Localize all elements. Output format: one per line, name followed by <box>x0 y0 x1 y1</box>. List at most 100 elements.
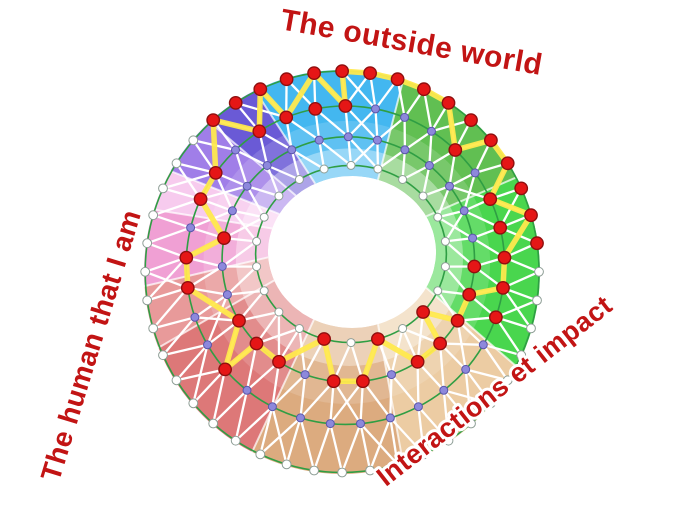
highlight-node <box>416 305 430 319</box>
mesh-node <box>314 135 324 145</box>
mesh-node <box>158 183 168 194</box>
highlight-node <box>338 99 353 113</box>
wheel-root <box>140 64 544 478</box>
highlight-node <box>279 72 294 87</box>
mesh-node <box>398 175 408 184</box>
sector-tan-dark <box>252 319 404 474</box>
inner-shading <box>203 120 491 404</box>
mesh-node <box>325 419 335 429</box>
mesh-node <box>190 312 200 322</box>
mesh-node <box>534 266 544 277</box>
mesh-node <box>478 340 488 350</box>
mesh-node <box>346 338 356 348</box>
mesh-node <box>526 323 536 334</box>
highlight-node <box>335 64 349 79</box>
highlight-node <box>252 124 267 139</box>
mesh-node <box>424 161 434 170</box>
mesh-node <box>252 236 262 246</box>
mesh-node <box>259 286 269 296</box>
mesh-node <box>337 467 348 478</box>
mesh-node <box>466 418 476 429</box>
highlight-node <box>179 250 194 265</box>
mesh-node <box>346 160 356 170</box>
mesh-node <box>142 295 153 306</box>
mesh-node <box>227 206 237 216</box>
mesh-node <box>294 175 304 184</box>
mesh-node <box>281 459 292 470</box>
mesh-node <box>309 465 320 476</box>
highlight-node <box>493 220 508 235</box>
highlight-node <box>249 336 264 351</box>
mesh-node <box>440 262 450 272</box>
mesh-node <box>158 350 168 361</box>
mesh-node <box>203 340 212 350</box>
mesh-node <box>222 290 232 300</box>
highlight-node <box>370 332 385 346</box>
highlight-node <box>193 192 208 207</box>
highlight-node <box>448 143 463 157</box>
mesh-node <box>267 402 277 412</box>
highlight-node <box>514 181 529 196</box>
mesh-node <box>419 449 429 460</box>
mesh-node <box>459 206 469 216</box>
mesh-node <box>427 126 436 136</box>
mesh-node <box>171 375 182 386</box>
mesh-node <box>343 132 353 142</box>
mesh-node <box>445 181 454 191</box>
highlight-node <box>483 133 498 148</box>
mesh-node <box>231 145 240 155</box>
mesh-node <box>461 364 471 374</box>
mesh-node <box>208 418 219 429</box>
mesh-node <box>188 398 199 409</box>
mesh-node <box>443 435 454 446</box>
mesh-node <box>188 135 199 146</box>
mesh-node <box>217 262 227 271</box>
mesh-node <box>274 191 284 201</box>
highlight-node <box>433 336 447 351</box>
highlight-node <box>410 354 425 369</box>
highlight-node <box>217 231 231 246</box>
mesh-node <box>398 324 408 333</box>
highlight-node <box>307 66 321 81</box>
mesh-node <box>532 295 542 306</box>
highlight-node <box>467 259 482 274</box>
mesh-node <box>365 465 376 476</box>
mesh-node <box>387 370 396 380</box>
mesh-node <box>439 385 449 395</box>
highlight-node <box>206 113 221 128</box>
mesh-node <box>502 375 513 386</box>
highlight-node <box>464 113 478 128</box>
mesh-node <box>433 286 443 296</box>
highlight-node <box>218 362 233 377</box>
mesh-node <box>186 223 196 233</box>
mesh-node <box>171 158 182 169</box>
highlight-node <box>441 96 456 110</box>
mesh-node <box>140 266 151 277</box>
nodes <box>140 64 544 478</box>
mesh-node <box>296 413 305 423</box>
mesh-node <box>372 135 382 145</box>
mesh-node <box>255 449 266 460</box>
mesh-node <box>242 181 252 191</box>
mesh-node <box>274 307 284 317</box>
highlight-node <box>180 280 195 295</box>
sector-salmon-dark <box>158 280 314 452</box>
highlight-node <box>497 250 512 265</box>
mesh-node <box>413 402 423 412</box>
mesh-node <box>294 324 304 333</box>
highlight-node <box>308 102 323 116</box>
highlight-node <box>500 156 515 171</box>
mesh-node <box>433 212 443 222</box>
mesh-node <box>468 233 478 243</box>
label-human-that-i-am: The human that I am <box>35 206 147 485</box>
highlight-node <box>317 332 331 346</box>
mesh-node <box>486 398 496 409</box>
mesh-node <box>287 145 297 155</box>
highlight-node <box>326 374 341 389</box>
highlight-node <box>462 287 477 302</box>
mesh-node <box>470 168 480 178</box>
mesh-node <box>262 161 272 170</box>
mesh-node <box>230 435 241 446</box>
